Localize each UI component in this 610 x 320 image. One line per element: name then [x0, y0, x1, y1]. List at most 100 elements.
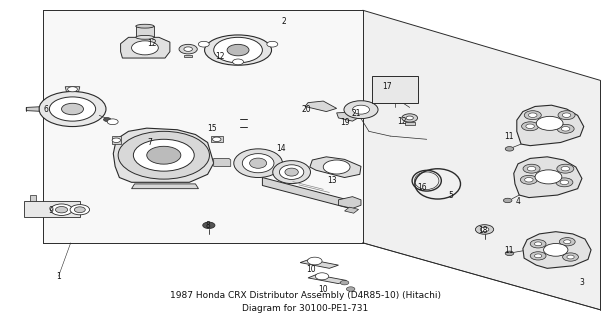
Text: 11: 11 — [504, 246, 514, 255]
Circle shape — [503, 198, 512, 203]
Circle shape — [559, 237, 575, 246]
Ellipse shape — [204, 35, 271, 65]
Circle shape — [346, 287, 355, 291]
Circle shape — [480, 227, 489, 232]
Circle shape — [68, 87, 77, 92]
Polygon shape — [517, 105, 584, 146]
Ellipse shape — [136, 36, 154, 39]
Polygon shape — [523, 232, 591, 268]
Circle shape — [134, 139, 194, 171]
Text: 20: 20 — [301, 105, 311, 114]
Circle shape — [62, 103, 84, 115]
Polygon shape — [363, 10, 600, 310]
Circle shape — [505, 147, 514, 151]
Circle shape — [564, 240, 571, 244]
Circle shape — [307, 257, 322, 265]
Circle shape — [530, 252, 546, 260]
Text: 21: 21 — [352, 109, 362, 118]
Ellipse shape — [242, 154, 274, 173]
Circle shape — [112, 138, 121, 142]
Ellipse shape — [234, 149, 282, 178]
Circle shape — [232, 59, 243, 65]
Circle shape — [49, 97, 96, 121]
Polygon shape — [345, 207, 359, 213]
Circle shape — [556, 178, 573, 187]
Circle shape — [505, 251, 514, 256]
Circle shape — [340, 280, 349, 285]
Text: 19: 19 — [340, 118, 350, 127]
Circle shape — [214, 37, 262, 63]
Polygon shape — [308, 275, 346, 284]
Polygon shape — [30, 195, 36, 201]
Circle shape — [267, 41, 278, 47]
Circle shape — [179, 44, 197, 54]
Polygon shape — [65, 87, 80, 92]
Text: 3: 3 — [580, 278, 584, 287]
Text: 12: 12 — [215, 52, 224, 61]
Circle shape — [561, 166, 570, 171]
Circle shape — [535, 170, 562, 184]
Text: 2: 2 — [281, 17, 286, 26]
Circle shape — [315, 273, 329, 280]
Text: 18: 18 — [479, 226, 488, 235]
Text: 13: 13 — [328, 176, 337, 185]
Polygon shape — [262, 178, 348, 208]
Text: 11: 11 — [504, 132, 514, 140]
Circle shape — [534, 242, 542, 246]
Text: 10: 10 — [306, 265, 316, 275]
Ellipse shape — [273, 161, 310, 184]
Circle shape — [406, 116, 414, 120]
Circle shape — [522, 122, 539, 131]
Text: 9: 9 — [48, 206, 53, 215]
Polygon shape — [406, 123, 415, 125]
Text: 16: 16 — [418, 183, 427, 192]
Circle shape — [528, 113, 537, 117]
Circle shape — [74, 207, 85, 212]
Polygon shape — [24, 201, 80, 217]
Circle shape — [70, 204, 90, 215]
Polygon shape — [339, 197, 361, 208]
Polygon shape — [337, 112, 360, 121]
Polygon shape — [121, 37, 170, 58]
Polygon shape — [184, 55, 192, 57]
Polygon shape — [210, 136, 223, 142]
Polygon shape — [132, 184, 198, 189]
Text: 6: 6 — [44, 105, 49, 114]
Circle shape — [56, 206, 68, 213]
Polygon shape — [136, 26, 154, 37]
Circle shape — [203, 222, 215, 228]
Circle shape — [561, 127, 570, 131]
Circle shape — [560, 180, 569, 185]
Text: 5: 5 — [448, 190, 453, 200]
Polygon shape — [514, 157, 582, 197]
Polygon shape — [300, 260, 339, 268]
Circle shape — [534, 254, 542, 258]
Text: 17: 17 — [382, 82, 392, 91]
Polygon shape — [305, 101, 337, 112]
Circle shape — [558, 111, 575, 120]
Polygon shape — [113, 128, 214, 182]
Circle shape — [544, 244, 568, 256]
Circle shape — [132, 41, 159, 55]
Circle shape — [51, 204, 73, 215]
Text: 12: 12 — [147, 39, 156, 48]
Bar — [372, 76, 418, 103]
Circle shape — [562, 253, 578, 261]
Text: 8: 8 — [205, 221, 210, 230]
Circle shape — [353, 105, 370, 114]
Text: 1: 1 — [56, 272, 61, 281]
Circle shape — [527, 166, 536, 171]
Text: 10: 10 — [318, 284, 328, 293]
Circle shape — [557, 164, 574, 173]
Text: 14: 14 — [276, 144, 285, 153]
Circle shape — [536, 116, 563, 130]
Circle shape — [402, 114, 418, 122]
Circle shape — [147, 146, 181, 164]
Ellipse shape — [249, 158, 267, 168]
Circle shape — [227, 44, 249, 56]
Text: 7: 7 — [148, 138, 152, 147]
Circle shape — [520, 175, 537, 184]
Polygon shape — [26, 107, 39, 111]
Polygon shape — [214, 158, 231, 166]
Text: 1987 Honda CRX Distributor Assembly (D4R85-10) (Hitachi)
Diagram for 30100-PE1-7: 1987 Honda CRX Distributor Assembly (D4R… — [170, 292, 440, 313]
